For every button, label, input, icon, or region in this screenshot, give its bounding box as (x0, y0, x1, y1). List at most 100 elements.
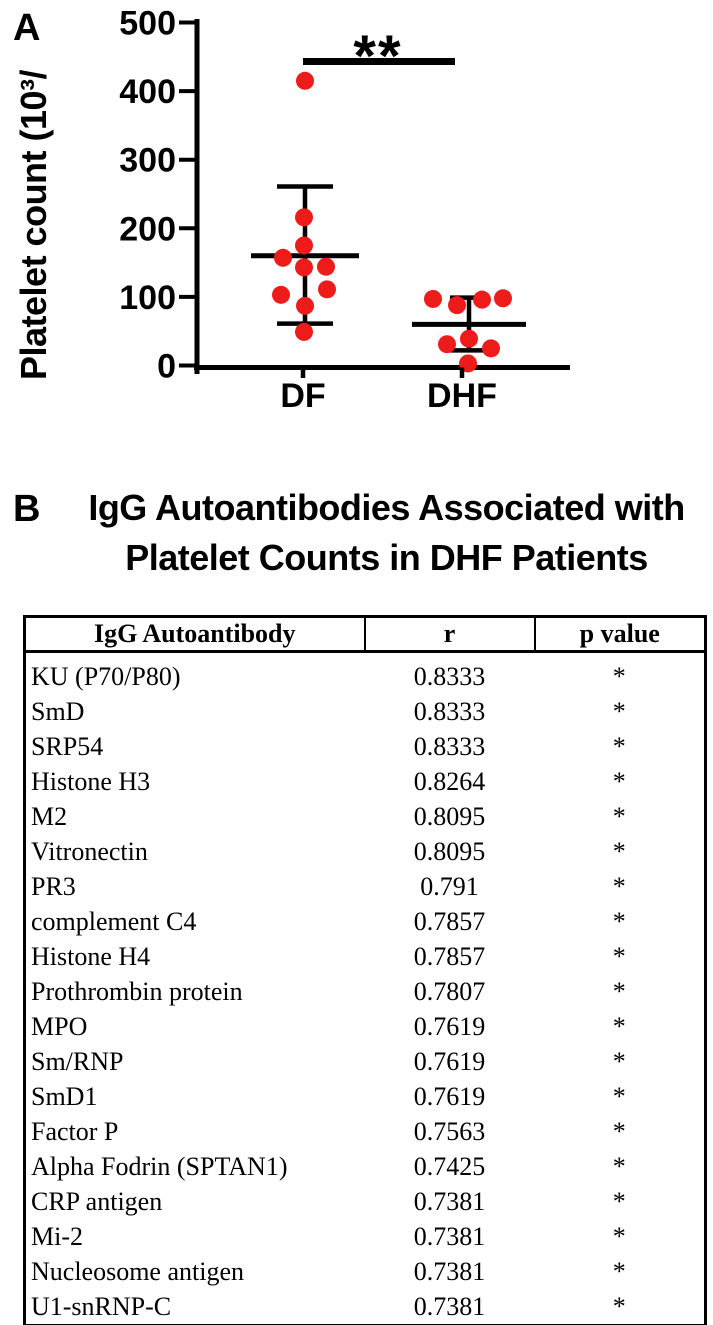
data-point (318, 280, 336, 299)
data-point (295, 322, 313, 341)
table-title: IgG Autoantibodies Associated with Plate… (60, 483, 713, 583)
cell-p-value: * (612, 1082, 626, 1111)
cell-r-value: 0.7381 (413, 1292, 486, 1321)
y-tick-label: 100 (119, 279, 176, 317)
cell-r-value: 0.791 (420, 872, 479, 901)
cell-p-value: * (612, 1047, 626, 1076)
cell-p-value: * (612, 697, 626, 726)
cell-antibody-name: M2 (31, 802, 68, 831)
header-p-value: p value (533, 616, 706, 653)
table-title-line2: Platelet Counts in DHF Patients (125, 537, 648, 578)
cell-antibody-name: Histone H4 (31, 942, 151, 971)
table-row: SRP54 0.8333 * (25, 729, 706, 764)
cell-antibody-name: Vitronectin (31, 837, 148, 866)
cell-p-value: * (612, 837, 626, 866)
table-row: SmD 0.8333 * (25, 694, 706, 729)
cell-antibody-name: Histone H3 (31, 767, 151, 796)
cell-r-value: 0.7425 (413, 1152, 486, 1181)
table-row: KU (P70/P80) 0.8333 * (25, 652, 706, 695)
cell-r-value: 0.7807 (413, 977, 486, 1006)
cell-p-value: * (612, 1292, 626, 1321)
data-point (473, 290, 491, 309)
cell-p-value: * (612, 942, 626, 971)
cell-r-value: 0.7857 (413, 907, 486, 936)
platelet-scatter-chart: A Platelet count (10³/ 0 100 200 300 400 500 *… (13, 5, 570, 415)
cell-p-value: * (612, 1187, 626, 1216)
cell-antibody-name: SmD1 (31, 1082, 98, 1111)
table-header-row: IgG Autoantibody r p value (24, 616, 706, 653)
y-tick-label: 400 (119, 73, 176, 111)
cell-antibody-name: Alpha Fodrin (SPTAN1) (31, 1152, 288, 1181)
cell-r-value: 0.7857 (413, 942, 486, 971)
data-point (272, 285, 290, 304)
y-tick-label: 200 (119, 210, 176, 248)
cell-antibody-name: CRP antigen (31, 1187, 163, 1216)
data-point (438, 335, 456, 354)
cell-antibody-name: KU (P70/P80) (31, 662, 181, 691)
header-r: r (363, 616, 535, 653)
cell-r-value: 0.7563 (413, 1117, 486, 1146)
cell-p-value: * (612, 1257, 626, 1286)
table-row: Factor P 0.7563 * (25, 1114, 706, 1149)
cell-antibody-name: U1-snRNP-C (31, 1292, 172, 1321)
cell-antibody-name: PR3 (31, 872, 76, 901)
data-point (296, 296, 314, 315)
cell-r-value: 0.8095 (413, 802, 486, 831)
cell-r-value: 0.8333 (413, 662, 486, 691)
data-point (317, 257, 335, 276)
data-point (295, 258, 313, 277)
cell-p-value: * (612, 1222, 626, 1251)
cell-p-value: * (612, 1152, 626, 1181)
data-point (482, 339, 500, 358)
cell-r-value: 0.8333 (413, 697, 486, 726)
group-label: DHF (427, 377, 497, 415)
group-label: DF (280, 377, 325, 415)
cell-antibody-name: SmD (31, 697, 85, 726)
data-point (296, 71, 314, 90)
cell-p-value: * (612, 1012, 626, 1041)
cell-r-value: 0.8264 (413, 767, 486, 796)
y-tick-label: 0 (157, 348, 176, 386)
cell-p-value: * (612, 767, 626, 796)
cell-antibody-name: Nucleosome antigen (31, 1257, 244, 1286)
cell-r-value: 0.8095 (413, 837, 486, 866)
cell-r-value: 0.7381 (413, 1187, 486, 1216)
cell-antibody-name: SRP54 (31, 732, 104, 761)
y-axis-label: Platelet count (10³/ (13, 69, 54, 380)
table-title-line1: IgG Autoantibodies Associated with (88, 487, 685, 528)
table-row: U1-snRNP-C 0.7381 * (25, 1289, 706, 1325)
cell-antibody-name: Mi-2 (31, 1222, 83, 1251)
table-row: PR3 0.791 * (25, 869, 706, 904)
cell-p-value: * (612, 662, 626, 691)
cell-p-value: * (612, 732, 626, 761)
table-row: CRP antigen 0.7381 * (25, 1184, 706, 1219)
data-point (295, 236, 313, 255)
data-point (448, 296, 466, 315)
table-row: Histone H4 0.7857 * (25, 939, 706, 974)
cell-p-value: * (612, 977, 626, 1006)
table-row: Nucleosome antigen 0.7381 * (25, 1254, 706, 1289)
data-point (295, 208, 313, 227)
header-igg-autoantibody: IgG Autoantibody (24, 616, 365, 653)
cell-antibody-name: Prothrombin protein (31, 977, 243, 1006)
table-row: Alpha Fodrin (SPTAN1) 0.7425 * (25, 1149, 706, 1184)
cell-r-value: 0.7619 (413, 1047, 486, 1076)
data-point (424, 289, 442, 308)
table-row: Mi-2 0.7381 * (25, 1219, 706, 1254)
cell-p-value: * (612, 802, 626, 831)
table-row: M2 0.8095 * (25, 799, 706, 834)
cell-antibody-name: complement C4 (31, 907, 197, 936)
table-row: MPO 0.7619 * (25, 1009, 706, 1044)
table-row: Histone H3 0.8264 * (25, 764, 706, 799)
panel-a-label: A (13, 7, 40, 49)
autoantibody-table: IgG Autoantibody r p value KU (P70/P80) 0… (23, 615, 707, 1325)
table-row: SmD1 0.7619 * (25, 1079, 706, 1114)
cell-antibody-name: MPO (31, 1012, 88, 1041)
significance-bar (303, 58, 455, 65)
significance-label: ** (353, 24, 402, 89)
y-tick-label: 500 (119, 5, 176, 43)
cell-r-value: 0.7619 (413, 1012, 486, 1041)
cell-p-value: * (612, 907, 626, 936)
cell-r-value: 0.8333 (413, 732, 486, 761)
